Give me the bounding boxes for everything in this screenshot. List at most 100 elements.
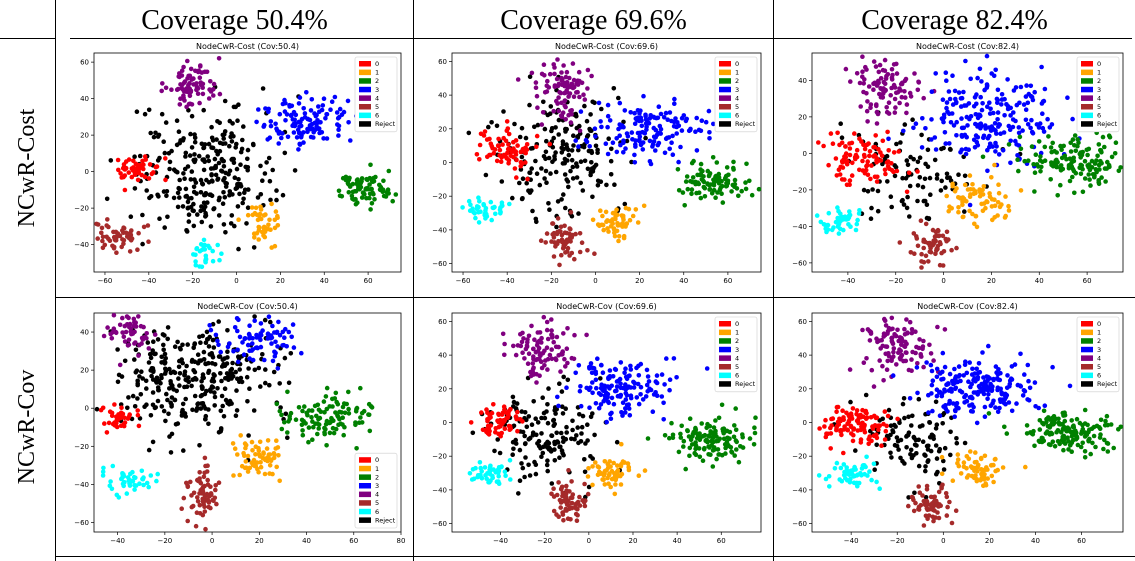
point-class-3: [291, 130, 297, 135]
point-class-6: [139, 468, 145, 474]
point-class-2: [362, 191, 367, 197]
point-class-3: [640, 397, 646, 402]
point-class-4: [883, 323, 889, 328]
point-class-reject: [167, 366, 172, 372]
point-class-0: [142, 154, 148, 159]
point-class-reject: [189, 113, 195, 119]
point-class-2: [645, 436, 651, 441]
point-class-1: [245, 469, 251, 474]
point-class-0: [843, 154, 849, 160]
point-class-3: [998, 131, 1003, 136]
point-class-0: [135, 177, 141, 183]
point-class-reject: [522, 474, 527, 480]
point-class-0: [505, 150, 510, 156]
point-class-5: [113, 238, 118, 243]
point-class-4: [175, 86, 181, 92]
point-class-3: [966, 147, 971, 152]
point-class-reject: [168, 450, 174, 455]
point-class-0: [517, 416, 523, 422]
point-class-4: [874, 83, 880, 88]
point-class-6: [154, 478, 159, 484]
point-class-6: [100, 469, 106, 474]
point-class-0: [499, 155, 504, 160]
table-top-rule-left: [0, 38, 55, 39]
point-class-0: [851, 426, 857, 431]
point-class-reject: [902, 415, 907, 421]
point-class-5: [568, 505, 573, 511]
point-class-3: [970, 409, 975, 414]
legend-label: 2: [375, 473, 379, 481]
point-class-0: [512, 166, 518, 171]
point-class-reject: [920, 423, 925, 428]
point-class-reject: [531, 399, 536, 404]
point-class-reject: [151, 339, 156, 344]
point-class-reject: [541, 154, 547, 159]
point-class-3: [588, 361, 594, 366]
point-class-2: [1073, 170, 1079, 176]
point-class-0: [136, 423, 142, 429]
point-class-6: [855, 217, 860, 223]
point-class-reject: [892, 173, 898, 179]
point-class-2: [1066, 447, 1071, 452]
point-class-2: [1087, 436, 1092, 442]
point-class-reject: [137, 374, 142, 379]
point-class-2: [756, 186, 762, 192]
point-class-3: [598, 119, 603, 124]
point-class-reject: [875, 188, 881, 194]
point-class-4: [895, 327, 900, 333]
point-class-reject: [938, 188, 944, 193]
point-class-reject: [574, 175, 580, 180]
point-class-0: [474, 152, 480, 157]
point-class-3: [304, 90, 309, 95]
point-class-2: [719, 191, 724, 196]
point-class-3: [926, 410, 931, 415]
point-class-3: [246, 331, 252, 337]
point-class-reject: [233, 186, 239, 191]
point-class-3: [979, 107, 985, 113]
point-class-2: [385, 187, 391, 192]
point-class-reject: [210, 145, 216, 151]
point-class-0: [163, 156, 168, 161]
point-class-0: [137, 166, 142, 171]
point-class-5: [574, 518, 580, 523]
point-class-reject: [956, 172, 961, 177]
point-class-0: [860, 158, 865, 164]
point-class-6: [492, 204, 497, 210]
point-class-reject: [495, 437, 500, 442]
point-class-1: [606, 481, 611, 486]
point-class-reject: [559, 197, 564, 202]
y-tick-label: 60: [438, 318, 447, 326]
point-class-3: [336, 127, 341, 132]
point-class-3: [643, 117, 649, 122]
legend-label: 4: [735, 354, 739, 362]
point-class-2: [390, 198, 396, 204]
point-class-3: [977, 112, 982, 118]
y-tick-label: 0: [85, 405, 89, 413]
point-class-reject: [161, 347, 166, 353]
point-class-0: [869, 438, 874, 444]
legend-label: 2: [735, 337, 739, 345]
point-class-reject: [147, 352, 153, 357]
point-class-reject: [146, 447, 152, 453]
point-class-3: [644, 367, 650, 373]
point-class-5: [202, 509, 208, 514]
point-class-reject: [545, 439, 550, 445]
point-class-1: [623, 205, 629, 211]
point-class-reject: [516, 491, 521, 496]
point-class-reject: [519, 154, 525, 160]
point-class-4: [913, 350, 918, 356]
point-class-reject: [486, 124, 491, 130]
point-class-0: [823, 434, 829, 440]
point-class-2: [1116, 427, 1121, 432]
point-class-reject: [564, 430, 569, 435]
point-class-4: [874, 103, 879, 109]
point-class-4: [897, 100, 902, 106]
point-class-0: [839, 140, 845, 145]
point-class-4: [533, 80, 539, 85]
point-class-2: [1096, 179, 1101, 185]
point-class-reject: [219, 393, 225, 399]
point-class-6: [818, 219, 824, 225]
point-class-0: [126, 170, 132, 175]
point-class-reject: [196, 153, 202, 159]
point-class-6: [193, 262, 199, 268]
